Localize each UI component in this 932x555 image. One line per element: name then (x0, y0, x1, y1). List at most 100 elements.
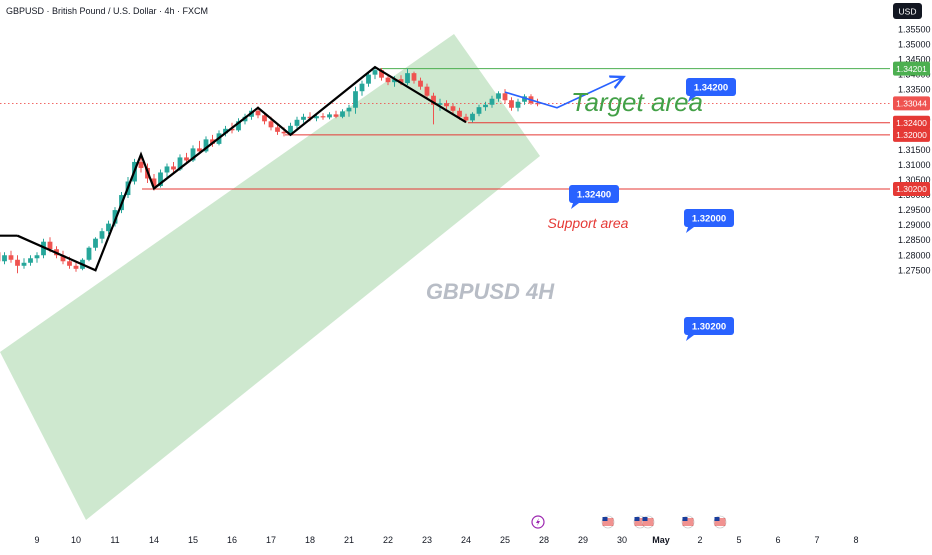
candle-body (470, 114, 475, 121)
lightning-icon[interactable] (532, 516, 544, 528)
price-tag-target[interactable]: 1.34201 (893, 62, 930, 76)
candle-body (171, 166, 176, 169)
candle-body (490, 99, 495, 105)
price-tag-text: 1.32000 (896, 130, 927, 140)
time-tick-label: 24 (461, 535, 471, 545)
price-tick-label: 1.28500 (898, 235, 931, 245)
price-tag-text: 1.30200 (896, 184, 927, 194)
support-area-label: Support area (548, 215, 629, 231)
candle-body (28, 258, 33, 263)
candle-body (15, 260, 20, 266)
price-tick-label: 1.29000 (898, 220, 931, 230)
price-tag-1-30200[interactable]: 1.30200 (893, 182, 930, 196)
time-tick-label: 2 (697, 535, 702, 545)
price-tag-current[interactable]: 1.33044 (893, 96, 930, 110)
time-tick-label: 11 (110, 535, 119, 545)
callout-text: 1.32400 (577, 190, 611, 201)
time-tick-label: 6 (775, 535, 780, 545)
us-flag-icon[interactable] (682, 516, 694, 528)
time-tick-label: 28 (539, 535, 549, 545)
candle-body (347, 108, 352, 112)
callout-text: 1.30200 (692, 322, 726, 333)
time-tick-label: 25 (500, 535, 510, 545)
candle-body (184, 157, 189, 160)
price-tick-label: 1.35000 (898, 40, 931, 50)
candle (87, 246, 92, 261)
candle-body (405, 73, 410, 83)
candle-body (9, 255, 14, 260)
candle-body (457, 111, 462, 117)
time-tick-label: 23 (422, 535, 432, 545)
candle-body (418, 81, 423, 87)
candle-body (516, 102, 521, 108)
target-area-label: Target area (571, 87, 703, 117)
us-flag-icon[interactable] (714, 516, 726, 528)
candle-body (35, 255, 40, 258)
candle-body (321, 116, 326, 117)
price-tag-text: 1.32400 (896, 118, 927, 128)
time-tick-label: 21 (344, 535, 354, 545)
candle-body (360, 84, 365, 92)
price-tick-label: 1.27500 (898, 265, 931, 275)
price-tick-label: 1.31500 (898, 145, 931, 155)
time-tick-label: 10 (71, 535, 81, 545)
currency-button[interactable]: USD (893, 3, 922, 19)
candle-body (535, 103, 540, 104)
candle-body (100, 231, 105, 239)
time-tick-label: 9 (34, 535, 39, 545)
time-tick-label: 30 (617, 535, 627, 545)
candle-body (483, 105, 488, 107)
price-tag-1-32000[interactable]: 1.32000 (893, 128, 930, 142)
time-tick-label: 29 (578, 535, 588, 545)
candle-body (366, 75, 371, 84)
candle-body (496, 93, 501, 98)
currency-label: USD (899, 7, 917, 17)
candle-body (295, 120, 300, 126)
candle-body (93, 239, 98, 248)
candle-body (87, 248, 92, 260)
time-tick-label: 18 (305, 535, 315, 545)
candle-body (2, 255, 7, 261)
us-flag-icon[interactable] (602, 516, 614, 528)
time-tick-label: 7 (814, 535, 819, 545)
candle-body (67, 261, 72, 266)
price-tick-label: 1.31000 (898, 160, 931, 170)
time-tick-label: 8 (853, 535, 858, 545)
us-flag-icon[interactable] (642, 516, 654, 528)
candle-body (340, 111, 345, 116)
candle-body (165, 166, 170, 172)
candle-body (275, 127, 280, 132)
candle-body (269, 121, 274, 127)
price-tick-label: 1.33500 (898, 85, 931, 95)
callout-text: 1.32000 (692, 214, 726, 225)
price-tick-label: 1.28000 (898, 250, 931, 260)
candle-body (464, 117, 469, 121)
candle-body (301, 117, 306, 120)
candle-body (139, 162, 144, 168)
candle-body (48, 242, 53, 250)
candle-body (477, 107, 482, 114)
candle-body (444, 103, 449, 106)
price-tag-text: 1.33044 (896, 99, 927, 109)
time-tick-label: 17 (266, 535, 276, 545)
candle-body (509, 100, 514, 108)
time-tick-label: 14 (149, 535, 159, 545)
price-tag-support[interactable]: 1.32400 (893, 116, 930, 130)
candle-body (353, 91, 358, 108)
time-tick-label: May (652, 535, 670, 545)
candle-body (503, 93, 508, 100)
time-tick-label: 16 (227, 535, 237, 545)
candle-body (334, 114, 339, 116)
candle-body (373, 70, 378, 75)
price-tick-label: 1.35500 (898, 25, 931, 35)
candle-body (451, 106, 456, 111)
time-tick-label: 22 (383, 535, 393, 545)
time-tick-label: 5 (736, 535, 741, 545)
symbol-title[interactable]: GBPUSD · British Pound / U.S. Dollar · 4… (6, 6, 208, 16)
candle-body (256, 111, 261, 116)
watermark-text: GBPUSD 4H (426, 279, 555, 304)
candle-body (386, 78, 391, 83)
candle-body (425, 87, 430, 96)
